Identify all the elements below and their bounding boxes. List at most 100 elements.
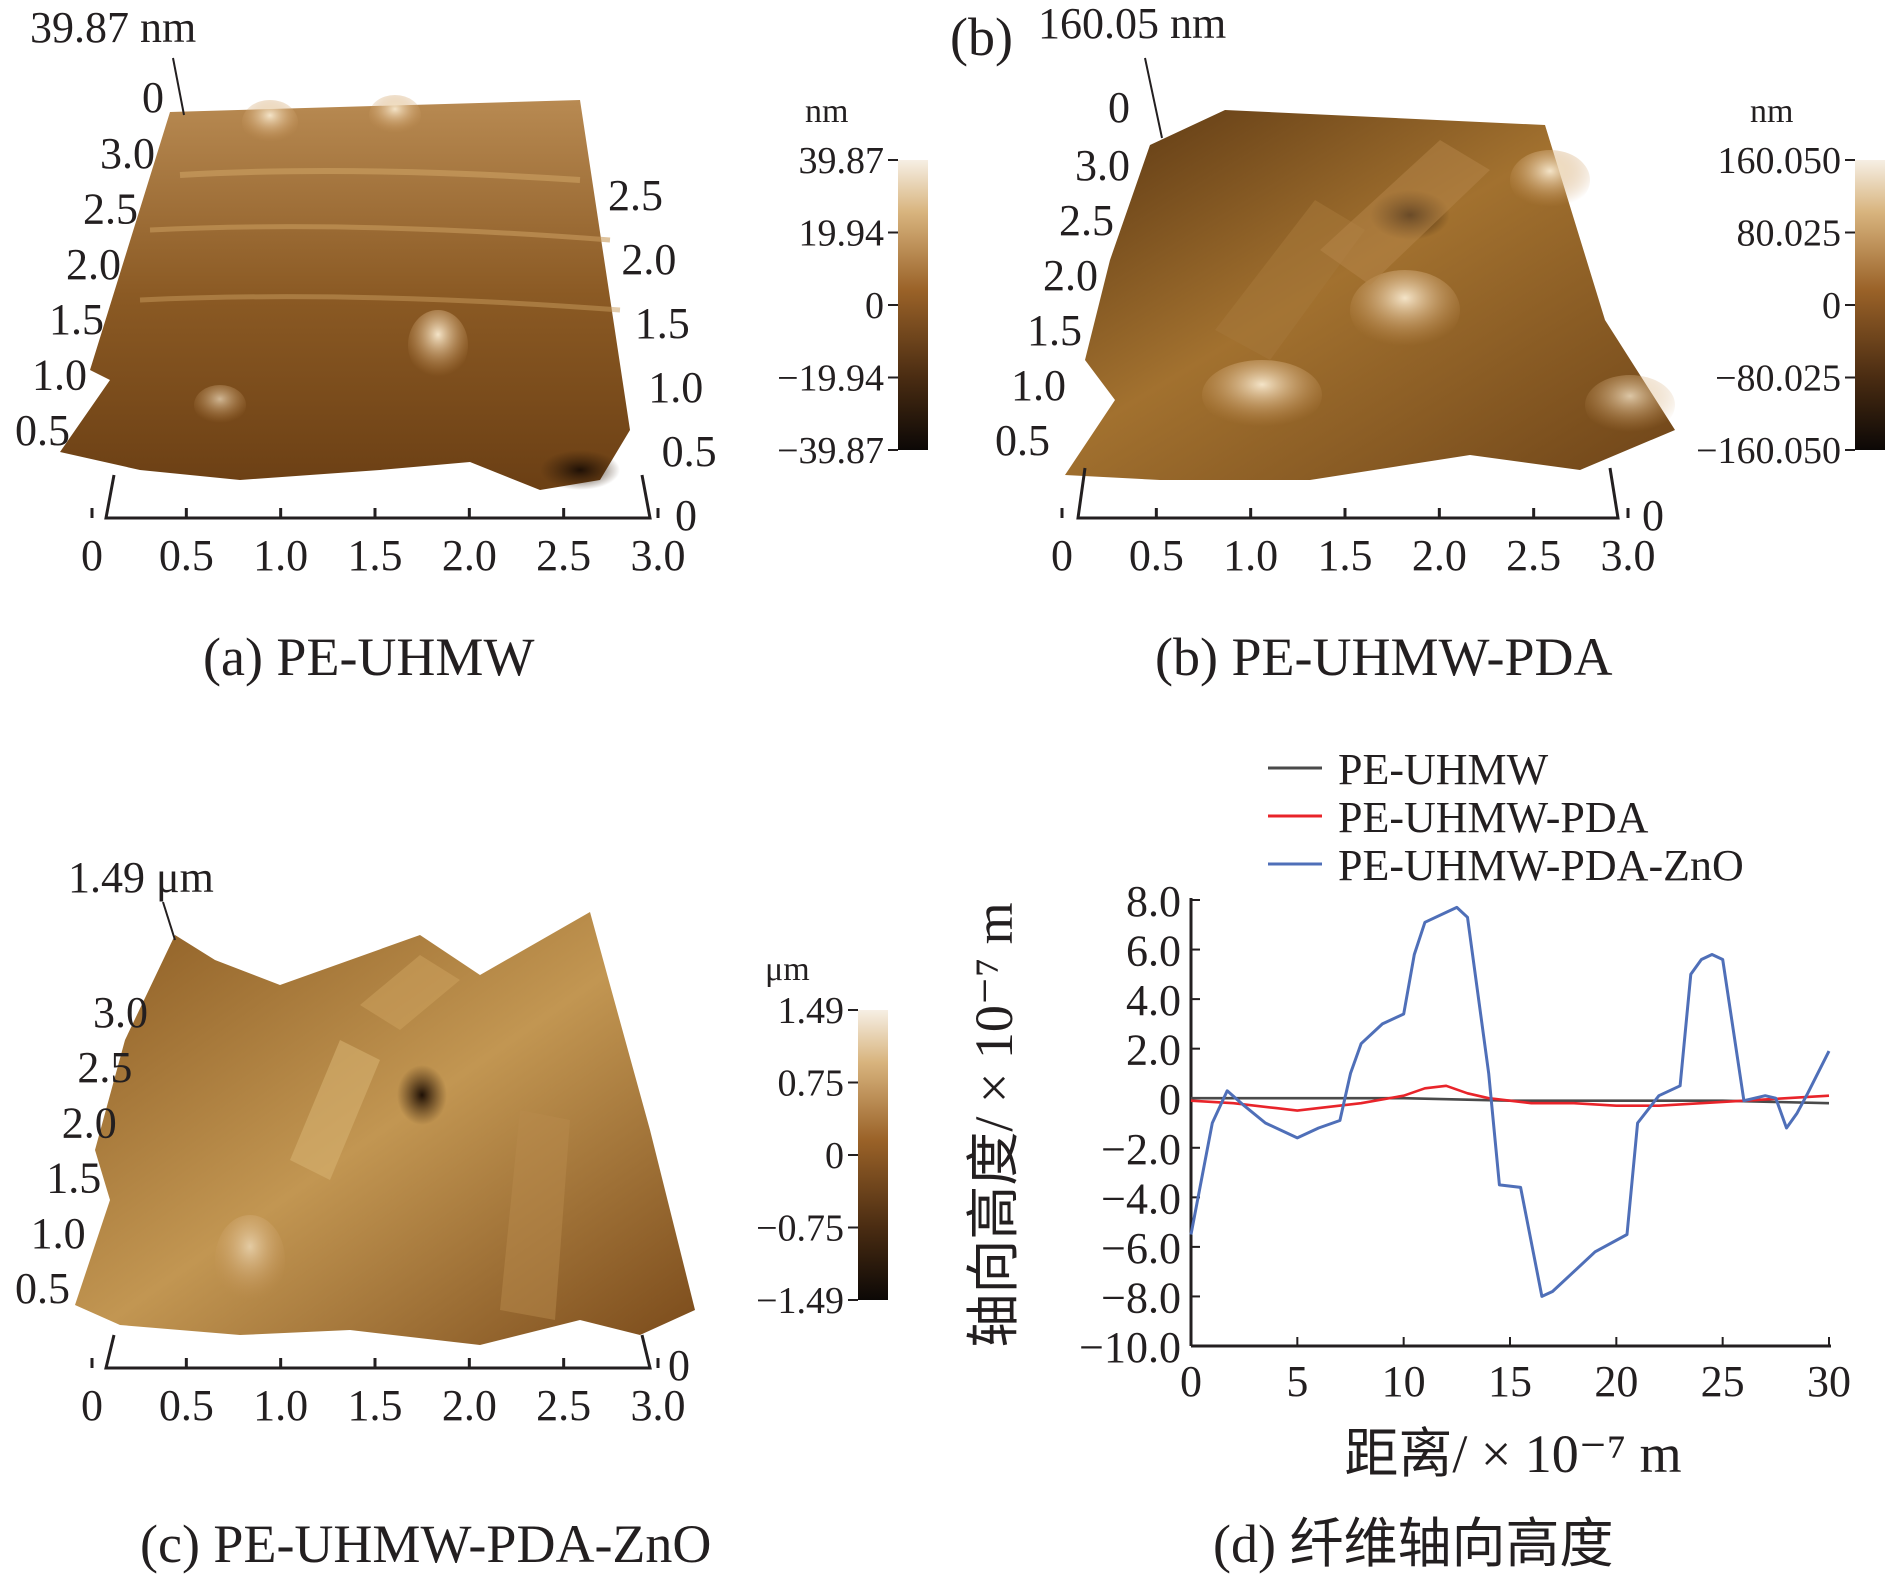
left-y-tick-label: 1.0 [32,351,87,400]
left-y-tick-label: 2.0 [1043,251,1098,300]
y-tick-label: −2.0 [1101,1125,1181,1174]
series-line-pe-uhmw-pda [1190,1084,1830,1112]
left-y-tick-label: 2.5 [83,184,138,233]
right-y-tick-label: 2.0 [621,235,676,284]
y-axis-label-d: 轴向高度/ × 10⁻⁷ m [964,902,1024,1347]
colorbar-tick-label: −1.49 [756,1280,844,1322]
colorbar-c [858,1010,888,1300]
peak-label-c: 1.49 μm [68,853,214,902]
caption-d: (d) 纤维轴向高度 [1213,1514,1613,1574]
left-y-tick-label: 1.0 [1011,361,1066,410]
series-line-pe-uhmw-pda-zno [1189,905,1831,1298]
x-tick-label: 0 [81,1381,103,1430]
colorbar-unit-c: μm [765,951,810,988]
x-tick-label: 2.0 [442,1381,497,1430]
colorbar-tick-label: −0.75 [756,1208,844,1250]
left-y-tick-label: 3.0 [93,988,148,1037]
colorbar-tick-label: 0 [825,1135,844,1177]
x-tick-label: 0.5 [1129,531,1184,580]
x-tick-label: 2.0 [1412,531,1467,580]
x-tick-label: 20 [1594,1357,1638,1406]
left-y-tick-label: 2.5 [77,1043,132,1092]
x-tick-label: 1.0 [1223,531,1278,580]
z-origin-a: 0 [142,73,164,122]
y-tick-label: −10.0 [1079,1323,1181,1372]
x-tick-label: 0 [1180,1357,1202,1406]
y-tick-label: −4.0 [1101,1174,1181,1223]
legend-label: PE-UHMW [1338,745,1549,794]
right-y-tick-label: 0 [668,1341,690,1390]
y-tick-label: 0 [1159,1075,1181,1124]
x-tick-label: 0.5 [159,531,214,580]
colorbar-tick-label: 160.050 [1718,140,1842,182]
colorbar-ticks-b: 160.050 80.025 0 −80.025 −160.050 [1696,140,1855,472]
surface-c [75,912,695,1345]
x-tick-label: 3.0 [631,1381,686,1430]
x-tick-label: 15 [1488,1357,1532,1406]
x-tick-label: 2.5 [536,1381,591,1430]
x-tick-label: 0.5 [159,1381,214,1430]
colorbar-ticks-a: 39.87 19.94 0 −19.94 −39.87 [777,140,898,472]
left-y-ticks-a: 0.5 1.0 1.5 2.0 2.5 3.0 [15,129,155,455]
colorbar-tick-label: 0.75 [778,1063,845,1105]
colorbar-tick-label: 0 [865,285,884,327]
x-tick-label: 3.0 [631,531,686,580]
x-ticks-c: 0 0.5 1.0 1.5 2.0 2.5 3.0 [81,1358,686,1430]
left-y-tick-label: 2.0 [66,240,121,289]
x-tick-label: 1.5 [1318,531,1373,580]
peak-label-b: 160.05 nm [1038,0,1226,48]
left-y-tick-label: 1.0 [31,1209,86,1258]
colorbar-unit-a: nm [805,93,848,130]
x-ticks-a: 0 0.5 1.0 1.5 2.0 2.5 3.0 [81,508,686,580]
x-tick-label: 0 [81,531,103,580]
x-axis-label-d: 距离/ × 10⁻⁷ m [1344,1424,1681,1484]
x-tick-label: 30 [1807,1357,1851,1406]
x-tick-label: 10 [1382,1357,1426,1406]
right-y-tick-label: 2.5 [608,171,663,220]
left-y-tick-label: 1.5 [46,1154,101,1203]
right-y-ticks-a: 0 0.5 1.0 1.5 2.0 2.5 [608,171,717,540]
panel-b: (b) 160.05 nm 0 0 0.5 1.0 1.5 2.0 2.5 3.0 0.5 1… [950,0,1885,687]
right-y-tick-label: 0.5 [662,427,717,476]
peak-label-a: 39.87 nm [30,3,196,52]
colorbar-b [1855,160,1885,450]
panel-tag-b: (b) [950,7,1013,67]
left-y-tick-label: 2.0 [62,1098,117,1147]
y-tick-label: 8.0 [1126,877,1181,926]
right-y-tick-label: 0 [675,491,697,540]
colorbar-tick-label: −80.025 [1715,358,1841,400]
surface-b [1065,110,1675,480]
left-y-tick-label: 1.5 [1027,306,1082,355]
y-ticks-d: 8.06.04.02.00−2.0−4.0−6.0−8.0−10.0 [1079,877,1200,1372]
left-y-tick-label: 0.5 [15,406,70,455]
x-tick-label: 1.5 [348,531,403,580]
y-tick-label: 6.0 [1126,927,1181,976]
right-y-tick-label: 1.0 [648,363,703,412]
z-origin-b: 0 [1108,83,1130,132]
colorbar-tick-label: 39.87 [799,140,885,182]
y-tick-label: −6.0 [1101,1224,1181,1273]
caption-a: (a) PE-UHMW [203,627,534,687]
left-y-tick-label: 0.5 [995,416,1050,465]
left-y-ticks-b: 0.5 1.0 1.5 2.0 2.5 3.0 [995,141,1130,465]
x-tick-label: 25 [1701,1357,1745,1406]
x-tick-label: 1.5 [348,1381,403,1430]
colorbar-tick-label: 80.025 [1737,213,1842,255]
x-tick-label: 1.0 [253,531,308,580]
panel-c: 1.49 μm 0 0.5 1.0 1.5 2.0 2.5 3.0 0.5 1.0 1.5 2.0… [15,853,888,1574]
x-tick-label: 1.0 [253,1381,308,1430]
right-y-ticks-c: 0 [668,1341,690,1390]
legend-label: PE-UHMW-PDA [1338,793,1649,842]
colorbar-a [898,160,928,450]
left-y-tick-label: 0.5 [15,1264,70,1313]
caption-b: (b) PE-UHMW-PDA [1155,627,1612,687]
x-ticks-b: 0 0.5 1.0 1.5 2.0 2.5 3.0 [1051,508,1656,580]
colorbar-ticks-c: 1.49 0.75 0 −0.75 −1.49 [756,990,858,1322]
x-tick-label: 2.0 [442,531,497,580]
left-y-tick-label: 2.5 [1059,196,1114,245]
right-y-tick-label: 1.5 [635,299,690,348]
y-tick-label: 2.0 [1126,1026,1181,1075]
x-tick-label: 3.0 [1601,531,1656,580]
colorbar-tick-label: 1.49 [778,990,845,1032]
x-tick-label: 0 [1051,531,1073,580]
